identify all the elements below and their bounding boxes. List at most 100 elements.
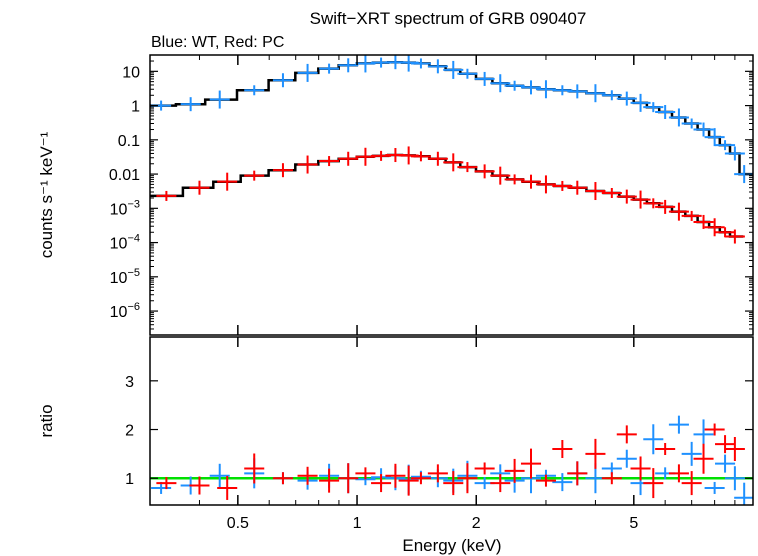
wt-data-point <box>704 128 725 147</box>
ratio-pc-point <box>244 453 265 484</box>
wt-data-point <box>520 80 542 95</box>
pc-data-point <box>443 153 464 172</box>
pc-data-point <box>552 180 573 191</box>
ratio-pc-point <box>724 437 745 461</box>
pc-data-point <box>704 218 725 237</box>
ratio-pc-point <box>156 477 177 490</box>
ratio-wt-point <box>724 466 745 491</box>
pc-data-point <box>189 180 210 195</box>
pc-data-point <box>504 174 525 185</box>
ratio-wt-point <box>616 449 637 468</box>
ratio-pc-point <box>693 443 714 474</box>
wt-data-point <box>209 90 230 109</box>
spectrum-y-tick-label: 0.1 <box>118 133 140 150</box>
pc-data-point <box>457 162 478 173</box>
pc-data-point <box>643 198 664 209</box>
ratio-pc-point <box>630 456 651 481</box>
ratio-pc-point <box>616 425 637 444</box>
ratio-wt-point <box>681 441 702 466</box>
spectrum-y-axis-label-text: counts s⁻¹ keV⁻¹ <box>37 131 56 258</box>
pc-data-point <box>693 214 714 229</box>
wt-data-point <box>585 84 606 103</box>
wt-data-point <box>410 58 431 69</box>
pc-data-point <box>535 175 556 194</box>
ratio-pc-point <box>385 463 406 488</box>
pc-data-point <box>319 156 340 167</box>
wt-data-point <box>535 80 556 99</box>
pc-data-point <box>681 210 702 221</box>
pc-data-point <box>585 182 606 201</box>
ratio-wt-series <box>151 415 753 505</box>
ratio-pc-point <box>490 474 511 493</box>
spectrum-y-tick-label: 1 <box>131 99 140 116</box>
wt-data-point <box>724 146 745 161</box>
ratio-wt-point <box>715 454 736 473</box>
pc-data-point <box>655 199 676 214</box>
wt-data-point <box>244 85 265 96</box>
ratio-pc-point <box>715 435 736 454</box>
ratio-wt-point <box>734 482 753 505</box>
ratio-pc-point <box>567 461 588 486</box>
spectrum-y-axis-label: counts s⁻¹ keV⁻¹ <box>37 131 56 258</box>
ratio-pc-point <box>520 448 542 479</box>
ratio-pc-point <box>297 466 318 485</box>
spectrum-y-tick-label: 10−5 <box>110 267 140 287</box>
ratio-pc-point <box>601 472 622 485</box>
ratio-pc-point <box>552 440 573 458</box>
pc-data-point <box>427 151 448 166</box>
wt-data-point <box>457 68 478 79</box>
spectrum-plot-content <box>150 55 753 244</box>
wt-data-point <box>655 104 676 119</box>
x-tick-label: 5 <box>629 515 638 532</box>
spectrum-x-ticks <box>198 55 736 335</box>
wt-data-point <box>319 63 340 74</box>
wt-data-point <box>643 102 664 113</box>
ratio-pc-point <box>457 463 478 494</box>
spectrum-wt-series <box>151 55 753 184</box>
pc-data-point <box>410 151 431 162</box>
ratio-pc-point <box>189 476 210 495</box>
ratio-frame <box>149 336 754 506</box>
wt-data-point <box>630 93 651 112</box>
ratio-pc-point <box>668 464 689 483</box>
spectrum-pc-series <box>156 146 745 244</box>
pc-data-point <box>601 188 622 199</box>
ratio-wt-point <box>552 473 573 492</box>
wt-data-point <box>567 84 588 99</box>
wt-data-point <box>552 85 573 96</box>
wt-data-point <box>668 108 689 127</box>
pc-data-point <box>668 202 689 221</box>
ratio-pc-series <box>156 423 745 500</box>
pc-data-point <box>567 180 588 195</box>
pc-data-point <box>616 189 637 204</box>
ratio-y-tick-label: 3 <box>125 374 134 391</box>
wt-data-point <box>601 90 622 101</box>
ratio-pc-point <box>585 438 606 469</box>
wt-data-point <box>681 118 702 129</box>
chart-subtitle: Blue: WT, Red: PC <box>151 34 284 51</box>
wt-model-line <box>150 60 753 176</box>
ratio-pc-point <box>474 462 495 475</box>
ratio-y-axis-label: ratio <box>37 404 56 437</box>
ratio-pc-point <box>355 467 376 480</box>
pc-data-point <box>338 151 359 166</box>
spectrum-y-ticks: 10−6 10−5 10−4 10−3 0.01 0.1 1 10 <box>109 54 753 336</box>
pc-model-line <box>150 153 744 238</box>
ratio-y-tick-label: 2 <box>125 423 134 440</box>
spectrum-y-tick-label: 10 <box>122 64 140 81</box>
wt-data-point <box>693 122 714 137</box>
ratio-pc-point <box>655 443 676 455</box>
pc-data-point <box>217 172 238 191</box>
ratio-y-tick-label: 1 <box>125 471 134 488</box>
x-tick-label: 1 <box>353 515 362 532</box>
wt-data-point <box>338 58 359 73</box>
wt-data-point <box>427 59 448 74</box>
ratio-pc-point <box>371 474 392 493</box>
ratio-pc-point <box>504 458 525 483</box>
x-tick-label: 2 <box>472 515 481 532</box>
pc-data-point <box>520 174 542 189</box>
ratio-wt-point <box>704 481 725 494</box>
ratio-pc-point <box>272 472 293 485</box>
pc-data-point <box>244 170 265 181</box>
